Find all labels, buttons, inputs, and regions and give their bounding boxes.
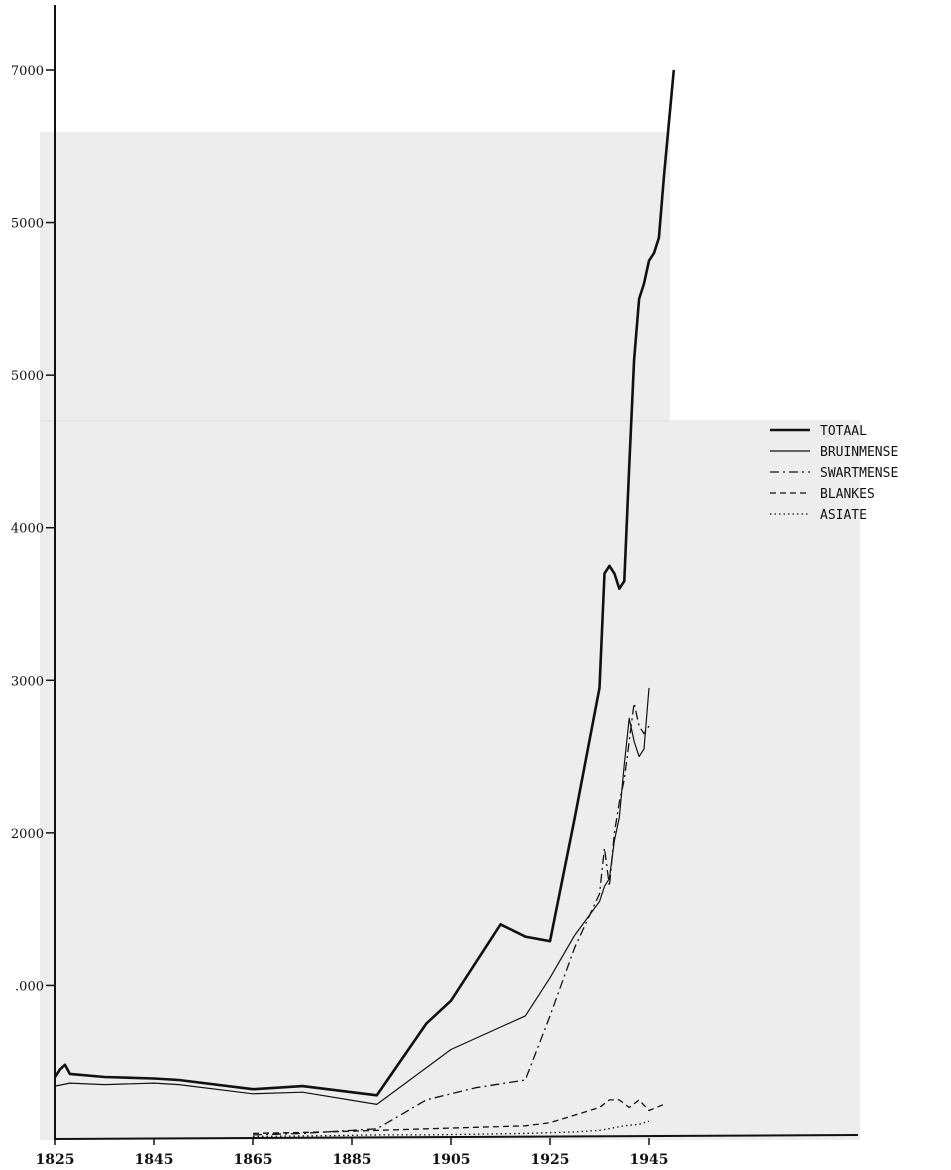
- axes: [54, 5, 859, 1140]
- y-tick-label: 2000: [11, 827, 44, 842]
- x-axis-line: [54, 1134, 859, 1140]
- x-tick-label: 1865: [234, 1152, 273, 1168]
- x-tick-label: 1945: [630, 1152, 669, 1168]
- series-line-totaal: [53, 69, 676, 1097]
- legend-label: SWARTMENSE: [820, 466, 898, 481]
- legend: TOTAAL BRUINMENSE SWARTMENSE BLANKES ASIATE: [770, 424, 898, 523]
- y-tick-label: 4000: [11, 522, 44, 537]
- x-tick-label: 1825: [36, 1152, 75, 1168]
- y-tick-label: 5000: [11, 217, 44, 232]
- legend-label: TOTAAL: [820, 424, 867, 439]
- y-ticks: 7000 5000 5000 4000 3000 2000 .000: [11, 64, 55, 994]
- x-tick-label: 1905: [432, 1152, 471, 1168]
- legend-label: BLANKES: [820, 487, 875, 502]
- series-line-asiate: [252, 1120, 650, 1138]
- series-line-blankes: [252, 1099, 665, 1135]
- series-line-swartmense: [252, 702, 650, 1136]
- x-tick-label: 1925: [531, 1152, 570, 1168]
- x-tick-label: 1885: [333, 1152, 372, 1168]
- y-tick-label: .000: [15, 979, 44, 994]
- x-ticks: 1825 1845 1865 1885 1905 1925 1945: [36, 1138, 669, 1168]
- y-tick-label: 5000: [11, 369, 44, 384]
- y-tick-label: 7000: [11, 64, 44, 79]
- x-tick-label: 1845: [135, 1152, 174, 1168]
- legend-label: ASIATE: [820, 508, 867, 523]
- series-lines: [53, 69, 676, 1138]
- legend-label: BRUINMENSE: [820, 445, 898, 460]
- y-tick-label: 3000: [11, 674, 44, 689]
